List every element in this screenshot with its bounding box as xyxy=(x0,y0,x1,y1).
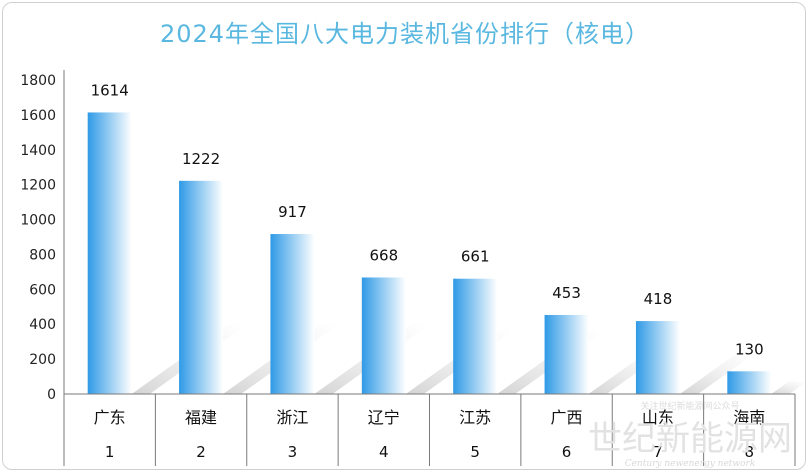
x-category-label: 广东 xyxy=(94,408,126,427)
x-category-label: 海南 xyxy=(733,408,765,427)
data-label: 418 xyxy=(644,290,673,308)
x-rank-label: 3 xyxy=(288,443,298,461)
y-tick-label: 1000 xyxy=(20,213,56,229)
bar-shadow xyxy=(679,353,755,394)
y-tick-label: 200 xyxy=(29,352,56,368)
x-rank-label: 2 xyxy=(196,443,206,461)
x-rank-label: 4 xyxy=(379,443,389,461)
bar xyxy=(635,321,680,394)
x-rank-label: 1 xyxy=(105,443,115,461)
y-tick-label: 600 xyxy=(29,282,56,298)
bar xyxy=(87,112,132,395)
y-tick-label: 1400 xyxy=(20,143,56,159)
x-rank-label: 7 xyxy=(653,443,663,461)
y-tick-label: 0 xyxy=(47,387,56,403)
watermark-subtext: Century newenergy network xyxy=(625,459,756,469)
watermark-text: 世纪新能源网 xyxy=(588,419,792,459)
bar xyxy=(453,278,498,394)
bar xyxy=(179,180,224,394)
bar xyxy=(727,371,772,394)
y-tick-label: 800 xyxy=(29,247,56,263)
data-label: 1222 xyxy=(182,150,220,168)
y-tick-label: 400 xyxy=(29,317,56,333)
x-category-label: 辽宁 xyxy=(368,408,400,427)
bar-shadow xyxy=(771,381,807,394)
data-label: 668 xyxy=(369,246,398,264)
x-category-label: 福建 xyxy=(185,408,217,427)
bar xyxy=(361,277,406,394)
x-category-label: 江苏 xyxy=(459,408,491,427)
x-category-label: 山东 xyxy=(642,408,674,427)
chart-title: 2024年全国八大电力装机省份排行（核电） xyxy=(159,20,651,48)
data-label: 130 xyxy=(735,340,764,358)
data-label: 453 xyxy=(552,284,581,302)
y-tick-label: 1200 xyxy=(20,178,56,194)
x-rank-label: 5 xyxy=(470,443,480,461)
x-rank-label: 8 xyxy=(745,443,755,461)
y-tick-label: 1600 xyxy=(20,108,56,124)
bar xyxy=(270,234,315,394)
x-category-label: 浙江 xyxy=(276,408,308,427)
data-label: 917 xyxy=(278,203,307,221)
y-tick-label: 1800 xyxy=(20,73,56,89)
data-label: 661 xyxy=(461,248,490,266)
x-category-label: 广西 xyxy=(551,408,583,427)
watermark-note: 关注世纪新能源网公众号 xyxy=(640,400,739,412)
x-rank-label: 6 xyxy=(562,443,572,461)
bar xyxy=(544,314,589,394)
data-label: 1614 xyxy=(91,81,129,99)
